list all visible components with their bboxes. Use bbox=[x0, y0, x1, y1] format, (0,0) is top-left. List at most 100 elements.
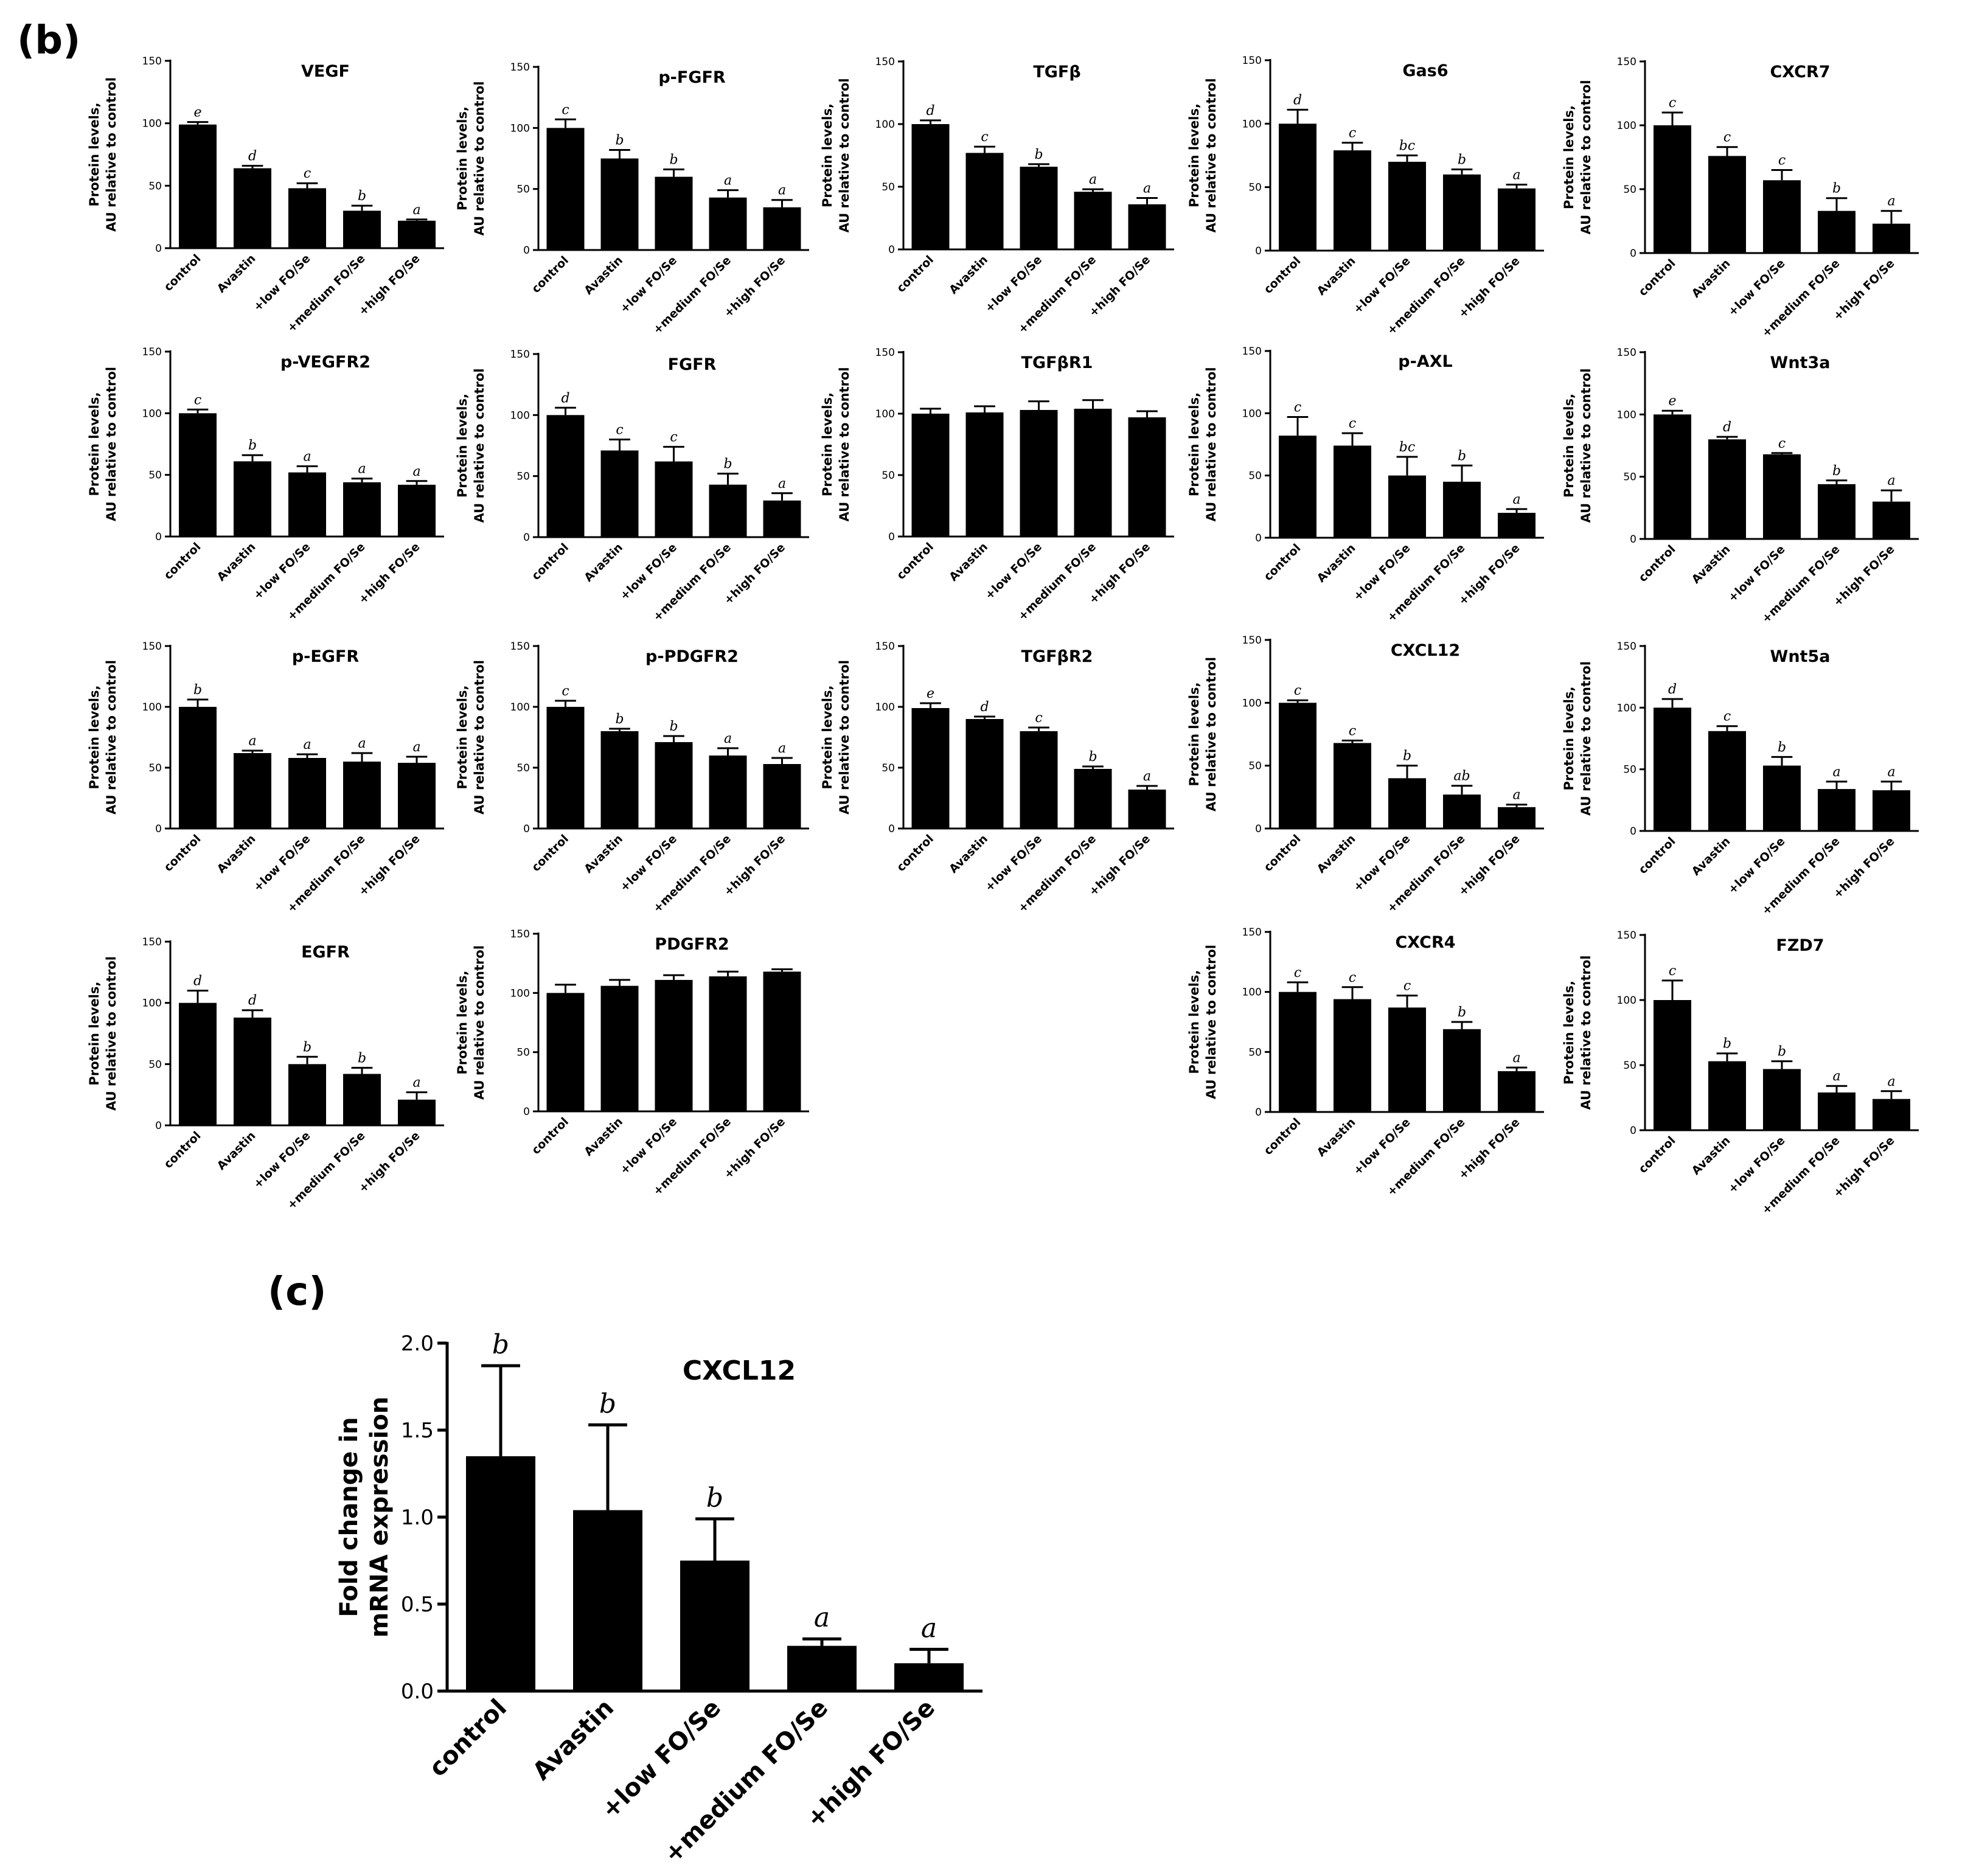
significance-letter: b bbox=[248, 438, 257, 453]
significance-letter: c bbox=[1294, 965, 1301, 981]
bar-mediumfose bbox=[1443, 1029, 1481, 1112]
significance-letter: a bbox=[412, 1075, 420, 1091]
y-axis-label-line1: Protein levels, bbox=[87, 686, 102, 790]
significance-letter: a bbox=[778, 741, 786, 756]
bar-control bbox=[1654, 1000, 1691, 1130]
bar-lowfose bbox=[655, 742, 693, 829]
significance-letter: c bbox=[1349, 970, 1356, 985]
chart-title: CXCR7 bbox=[1770, 63, 1830, 82]
significance-letter: b bbox=[1458, 448, 1466, 464]
chart-10: 0 50 100 150 Protein levels, AU relative to c… bbox=[87, 641, 444, 915]
y-tick-label: 150 bbox=[1617, 641, 1636, 653]
y-tick-label: 100 bbox=[1242, 987, 1262, 999]
chart-12: 0 50 100 150 Protein levels, AU relative to c… bbox=[820, 641, 1174, 915]
y-tick-label: 0 bbox=[1630, 533, 1636, 546]
bar-lowfose bbox=[1020, 167, 1058, 249]
category-label: Avastin bbox=[582, 254, 625, 297]
chart-title: CXCL12 bbox=[683, 1355, 796, 1386]
bar-avastin bbox=[234, 168, 271, 248]
significance-letter: c bbox=[1035, 710, 1042, 726]
chart-title: FZD7 bbox=[1776, 936, 1824, 955]
bar-lowfose bbox=[1763, 180, 1801, 253]
significance-letter: c bbox=[1349, 723, 1356, 738]
y-axis-label-line1: Protein levels, bbox=[455, 971, 470, 1075]
chart-16: 0 50 100 150 Protein levels, AU relative to c… bbox=[455, 928, 809, 1198]
significance-letter: a bbox=[412, 464, 420, 479]
category-label: +low FO/Se bbox=[982, 540, 1045, 602]
y-tick-label: 150 bbox=[1242, 634, 1262, 647]
bar-highfose bbox=[1498, 807, 1535, 829]
category-label: control bbox=[529, 541, 571, 583]
y-axis-label-line1: Protein levels, bbox=[820, 103, 835, 207]
significance-letter: c bbox=[1778, 153, 1786, 168]
bar-control bbox=[546, 128, 585, 250]
bar-control bbox=[546, 993, 585, 1111]
y-axis-label-line2: AU relative to control bbox=[472, 945, 487, 1100]
category-label: Avastin bbox=[1689, 257, 1733, 301]
bar-mediumfose bbox=[709, 484, 747, 537]
y-tick-label: 100 bbox=[142, 998, 162, 1010]
y-tick-label: 0 bbox=[888, 823, 895, 835]
bar-mediumfose bbox=[709, 197, 747, 250]
category-label: +low FO/Se bbox=[1726, 543, 1788, 605]
significance-letter: b bbox=[358, 1051, 366, 1066]
bar-highfose bbox=[894, 1663, 964, 1691]
bar-control bbox=[466, 1456, 535, 1691]
y-tick-label: 100 bbox=[875, 408, 895, 420]
y-tick-label: 150 bbox=[510, 928, 530, 940]
bar-avastin bbox=[1708, 731, 1746, 831]
bar-mediumfose bbox=[1074, 408, 1112, 537]
bar-avastin bbox=[965, 719, 1004, 829]
y-tick-label: 0.5 bbox=[401, 1593, 434, 1617]
y-tick-label: 150 bbox=[1617, 56, 1636, 68]
y-tick-label: 150 bbox=[1242, 926, 1262, 939]
significance-letter: a bbox=[1832, 765, 1840, 780]
chart-title: p-AXL bbox=[1398, 352, 1452, 371]
chart-6: 0 50 100 150 Protein levels, AU relative to c… bbox=[455, 349, 809, 624]
bar-lowfose bbox=[655, 979, 693, 1111]
bar-avastin bbox=[965, 153, 1004, 249]
y-tick-label: 50 bbox=[516, 762, 530, 774]
y-axis-label-line2: AU relative to control bbox=[472, 81, 487, 235]
y-tick-label: 50 bbox=[148, 180, 162, 192]
category-label: control bbox=[1261, 541, 1303, 583]
bar-highfose bbox=[398, 220, 436, 248]
y-tick-label: 0 bbox=[1255, 823, 1262, 835]
bar-highfose bbox=[763, 500, 801, 537]
bar-avastin bbox=[1708, 156, 1746, 253]
y-axis-label-line1: Protein levels, bbox=[455, 394, 470, 498]
bar-lowfose bbox=[1763, 1069, 1801, 1130]
significance-letter: c bbox=[1349, 416, 1356, 431]
chart-title: p-PDGFR2 bbox=[645, 647, 739, 666]
chart-title: FGFR bbox=[668, 355, 717, 374]
y-tick-label: 0 bbox=[1630, 1125, 1636, 1137]
category-label: Avastin bbox=[527, 1694, 619, 1786]
y-axis-label-line2: AU relative to control bbox=[1579, 368, 1593, 523]
significance-letter: b bbox=[1778, 740, 1786, 755]
y-tick-label: 0 bbox=[155, 1120, 162, 1132]
category-label: Avastin bbox=[1315, 541, 1358, 585]
bar-control bbox=[179, 1002, 217, 1125]
bar-mediumfose bbox=[343, 762, 381, 829]
y-axis-label-line2: mRNA expression bbox=[366, 1397, 394, 1638]
significance-letter: a bbox=[921, 1613, 937, 1644]
y-tick-label: 50 bbox=[516, 184, 530, 196]
category-label: +low FO/Se bbox=[1726, 835, 1788, 897]
y-tick-label: 50 bbox=[1248, 182, 1262, 194]
category-label: Avastin bbox=[582, 1115, 625, 1159]
y-tick-label: 150 bbox=[142, 346, 162, 358]
y-tick-label: 0 bbox=[1630, 825, 1636, 838]
bar-lowfose bbox=[288, 1064, 326, 1125]
category-label: control bbox=[529, 1115, 571, 1157]
chart-7: 0 50 100 150 Protein levels, AU relative to c… bbox=[820, 347, 1174, 624]
y-axis-label-line1: Protein levels, bbox=[455, 686, 470, 790]
y-tick-label: 0 bbox=[523, 1106, 530, 1118]
chart-title: Gas6 bbox=[1402, 61, 1448, 80]
category-label: control bbox=[894, 540, 936, 582]
chart-5: 0 50 100 150 Protein levels, AU relative to c… bbox=[87, 346, 444, 624]
significance-letter: b bbox=[669, 719, 678, 734]
chart-title: CXCL12 bbox=[1391, 641, 1460, 660]
y-tick-label: 50 bbox=[148, 470, 162, 482]
y-tick-label: 150 bbox=[1617, 347, 1636, 359]
category-label: control bbox=[424, 1694, 512, 1782]
